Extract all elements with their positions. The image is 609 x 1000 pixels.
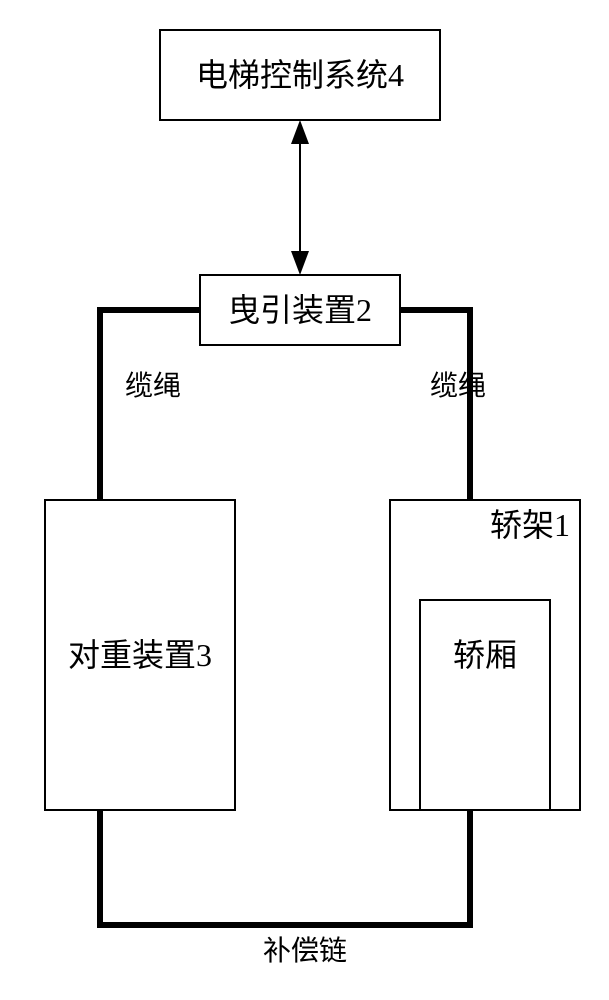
cabin-label: 轿厢 xyxy=(453,637,517,673)
cable-right-label: 缆绳 xyxy=(430,370,486,402)
arrowhead-down-icon xyxy=(291,251,309,275)
cabin-box xyxy=(420,600,550,810)
cable-left xyxy=(100,310,200,500)
traction-device-label: 曳引装置2 xyxy=(228,292,372,328)
arrowhead-up-icon xyxy=(291,120,309,144)
cable-left-label: 缆绳 xyxy=(125,370,181,402)
compensation-chain xyxy=(100,810,470,925)
car-frame-label: 轿架1 xyxy=(490,507,570,543)
control-system-label: 电梯控制系统4 xyxy=(196,57,404,93)
compensation-chain-label: 补偿链 xyxy=(263,935,347,967)
counterweight-label: 对重装置3 xyxy=(68,637,212,673)
cable-right xyxy=(400,310,470,500)
